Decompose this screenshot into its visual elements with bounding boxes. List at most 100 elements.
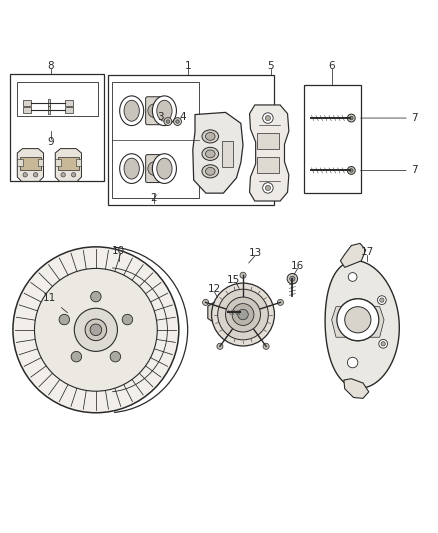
Circle shape <box>345 306 371 333</box>
Bar <box>55 159 60 166</box>
Polygon shape <box>332 306 384 337</box>
Bar <box>257 157 279 173</box>
Circle shape <box>176 120 179 123</box>
Text: 9: 9 <box>48 137 54 147</box>
Circle shape <box>347 357 358 368</box>
Circle shape <box>164 118 172 125</box>
Circle shape <box>61 173 65 177</box>
Bar <box>76 159 81 166</box>
Bar <box>112 82 199 198</box>
Bar <box>257 133 279 149</box>
Text: 7: 7 <box>411 165 418 175</box>
Ellipse shape <box>205 133 215 140</box>
FancyBboxPatch shape <box>146 97 162 125</box>
Circle shape <box>212 307 223 318</box>
Circle shape <box>379 340 388 348</box>
Bar <box>65 107 73 113</box>
Bar <box>58 157 79 171</box>
Circle shape <box>13 247 179 413</box>
Bar <box>304 85 361 193</box>
Circle shape <box>238 309 248 320</box>
Bar <box>23 107 31 113</box>
Circle shape <box>91 292 101 302</box>
Circle shape <box>337 299 379 341</box>
Circle shape <box>277 300 283 305</box>
Circle shape <box>265 185 271 190</box>
Circle shape <box>71 173 76 177</box>
Ellipse shape <box>202 130 219 143</box>
Bar <box>20 157 41 171</box>
Circle shape <box>218 289 268 340</box>
Text: 17: 17 <box>361 247 374 257</box>
Ellipse shape <box>152 154 177 183</box>
Bar <box>23 100 31 106</box>
Text: 11: 11 <box>43 293 56 303</box>
Circle shape <box>59 314 70 325</box>
Ellipse shape <box>202 165 219 178</box>
Text: 7: 7 <box>411 113 418 123</box>
Circle shape <box>232 304 254 326</box>
Polygon shape <box>340 244 366 268</box>
Circle shape <box>290 276 295 281</box>
Text: 1: 1 <box>185 61 192 71</box>
Circle shape <box>263 343 269 349</box>
Circle shape <box>265 116 271 120</box>
Circle shape <box>74 308 117 351</box>
Polygon shape <box>250 105 289 201</box>
Circle shape <box>337 299 379 341</box>
Ellipse shape <box>202 147 219 160</box>
Ellipse shape <box>205 167 215 175</box>
Polygon shape <box>208 300 227 325</box>
Ellipse shape <box>205 150 215 158</box>
Text: 2: 2 <box>150 192 157 203</box>
Circle shape <box>381 342 385 346</box>
Circle shape <box>122 314 133 325</box>
Ellipse shape <box>120 96 144 126</box>
Polygon shape <box>193 112 243 193</box>
Circle shape <box>148 161 162 175</box>
Bar <box>48 106 50 114</box>
Circle shape <box>148 104 162 118</box>
Bar <box>108 75 274 205</box>
Circle shape <box>348 272 357 281</box>
Circle shape <box>212 283 275 346</box>
Circle shape <box>71 351 81 362</box>
Polygon shape <box>55 149 81 181</box>
Ellipse shape <box>124 158 139 179</box>
Ellipse shape <box>157 158 172 179</box>
Polygon shape <box>17 149 43 181</box>
Text: 8: 8 <box>48 61 54 71</box>
Circle shape <box>166 120 170 123</box>
Bar <box>48 99 50 107</box>
Ellipse shape <box>120 154 144 183</box>
Circle shape <box>378 296 386 304</box>
Circle shape <box>350 116 353 120</box>
Circle shape <box>380 298 384 302</box>
Polygon shape <box>344 379 369 398</box>
Polygon shape <box>325 261 399 388</box>
Text: 3: 3 <box>157 112 163 122</box>
Text: 4: 4 <box>180 112 187 122</box>
Circle shape <box>287 273 297 284</box>
Bar <box>65 100 73 106</box>
Text: 16: 16 <box>291 261 304 271</box>
Circle shape <box>110 351 120 362</box>
Circle shape <box>217 343 223 349</box>
Circle shape <box>350 169 353 172</box>
Circle shape <box>345 306 371 333</box>
Circle shape <box>226 297 261 332</box>
Bar <box>11 75 104 181</box>
Ellipse shape <box>157 100 172 121</box>
Bar <box>17 159 22 166</box>
Text: 15: 15 <box>227 276 240 286</box>
Circle shape <box>347 166 355 174</box>
Text: 5: 5 <box>267 61 274 71</box>
Text: 10: 10 <box>112 246 125 256</box>
Circle shape <box>90 324 102 336</box>
Circle shape <box>33 173 38 177</box>
Circle shape <box>35 269 157 391</box>
Bar <box>17 82 98 116</box>
FancyBboxPatch shape <box>146 155 162 183</box>
Bar <box>223 141 233 167</box>
Text: 12: 12 <box>208 284 221 294</box>
